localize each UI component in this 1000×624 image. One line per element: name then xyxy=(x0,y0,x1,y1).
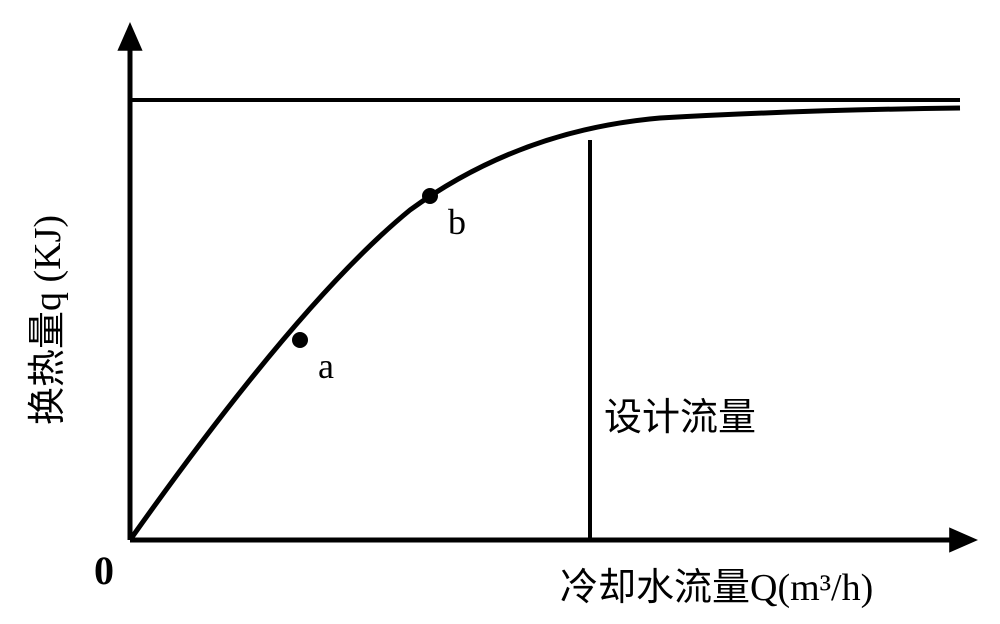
point-b xyxy=(422,188,438,204)
chart-svg: a b 0 换热量q (KJ) 冷却水流量Q(m³/h) 设计流量 xyxy=(0,0,1000,624)
origin-label: 0 xyxy=(94,548,114,593)
y-axis-label: 换热量q (KJ) xyxy=(27,215,69,425)
x-axis-label: 冷却水流量Q(m³/h) xyxy=(560,567,873,609)
point-label-a: a xyxy=(318,346,334,386)
y-axis-arrow xyxy=(117,22,142,51)
point-label-b: b xyxy=(448,202,466,242)
design-flow-label: 设计流量 xyxy=(604,397,756,439)
point-a xyxy=(292,332,308,348)
heat-exchange-curve xyxy=(130,108,960,540)
x-axis-arrow xyxy=(949,527,978,552)
chart-container: a b 0 换热量q (KJ) 冷却水流量Q(m³/h) 设计流量 xyxy=(0,0,1000,624)
